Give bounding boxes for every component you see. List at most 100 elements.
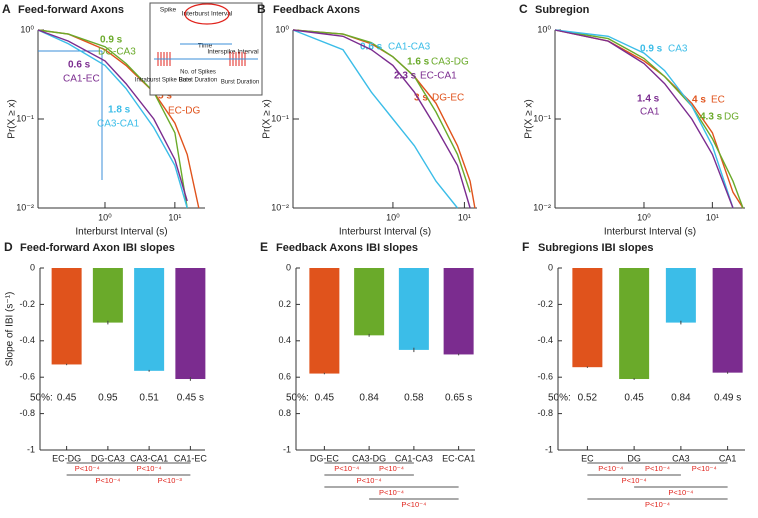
inset-box <box>149 2 263 96</box>
bar <box>572 268 603 368</box>
median-label: 0.51 <box>139 393 159 404</box>
series-label: EC-CA1 <box>420 71 457 82</box>
y-tick-label: -1 <box>545 444 553 454</box>
ccdf-line <box>554 29 734 209</box>
p-value: P<10⁻⁴ <box>645 464 670 473</box>
series-label: CA3-DG <box>431 57 469 68</box>
y-tick-label: 10⁻² <box>271 202 289 212</box>
p-value: P<10⁻⁴ <box>692 464 717 473</box>
p-value: P<10⁻⁴ <box>598 464 623 473</box>
median-label: 1.6 s <box>407 57 430 68</box>
x-tick-label: CA3 <box>672 453 690 463</box>
ccdf-line <box>37 29 188 209</box>
median-label: 1.8 s <box>108 105 131 116</box>
p-value: P<10⁻⁴ <box>622 476 647 485</box>
chart-title: Feed-forward Axon IBI slopes <box>20 242 175 254</box>
x-axis-label: Interburst Interval (s) <box>604 227 696 238</box>
median-label: 0.95 <box>98 393 118 404</box>
y-tick-label: -1 <box>283 444 291 454</box>
p-value: P<10⁻⁴ <box>95 476 120 485</box>
x-tick-label: EC <box>581 453 594 463</box>
y-tick-label: -0.4 <box>537 335 553 345</box>
y-tick-label: -0.6 <box>537 372 553 382</box>
series-label: EC-DG <box>168 106 200 117</box>
y-tick-label: 10⁻² <box>16 202 34 212</box>
x-tick-label: 10⁰ <box>637 212 651 222</box>
median-label: 4 s <box>692 95 706 106</box>
x-tick-label: DG <box>627 453 641 463</box>
panel-letter: D <box>4 240 13 254</box>
inset-label: No. of Spikes <box>180 70 216 76</box>
bar <box>134 268 165 371</box>
median-prefix: 50%: <box>548 393 571 404</box>
series-label: CA1 <box>640 107 660 118</box>
x-tick-label: DG-EC <box>310 453 340 463</box>
ccdf-line <box>554 29 734 209</box>
x-axis-label: Interburst Interval (s) <box>339 227 431 238</box>
x-tick-label: EC-DG <box>52 453 81 463</box>
y-axis-label: Pr(X ≥ x) <box>7 99 18 138</box>
median-label: 0.45 <box>624 393 644 404</box>
chart-title: Subregion <box>535 4 590 16</box>
x-axis-label: Interburst Interval (s) <box>75 227 167 238</box>
y-tick-label: 10⁻¹ <box>533 113 551 123</box>
x-tick-label: 10¹ <box>706 212 719 222</box>
y-tick-label: -0.2 <box>537 299 553 309</box>
p-value: P<10⁻⁴ <box>645 500 670 509</box>
y-tick-label: 10⁰ <box>20 24 34 34</box>
y-tick-label: 0 <box>548 262 553 272</box>
y-tick-label: 0 <box>286 262 291 272</box>
median-label: 0.65 s <box>445 393 472 404</box>
x-tick-label: CA3-CA1 <box>130 453 168 463</box>
median-label: 5 s <box>158 91 172 102</box>
chart-title: Feedback Axons <box>273 4 360 16</box>
inset-label: Burst Duration <box>179 78 217 84</box>
x-tick-label: DG-CA3 <box>91 453 125 463</box>
median-label: 0.49 s <box>714 393 741 404</box>
y-tick-label: -0.2 <box>19 299 35 309</box>
y-tick-label: -0.8 <box>19 408 35 418</box>
bar <box>443 268 474 355</box>
bar <box>398 268 429 350</box>
x-tick-label: CA1 <box>719 453 737 463</box>
series-label: DG-EC <box>432 93 464 104</box>
median-label: 0.45 s <box>177 393 204 404</box>
median-label: 0.45 <box>57 393 77 404</box>
bar <box>51 268 82 365</box>
panel-letter: B <box>257 2 266 16</box>
y-tick-label: -0.6 <box>19 372 35 382</box>
y-axis-label: Slope of IBI (s⁻¹) <box>5 292 16 367</box>
panel-letter: C <box>519 2 528 16</box>
inset-label: Time <box>198 43 213 50</box>
series-label: DG <box>724 112 739 123</box>
inset-label: Interburst Interval <box>182 11 233 18</box>
bar <box>712 268 743 373</box>
p-value: P<10⁻⁴ <box>379 464 404 473</box>
y-tick-label: 10⁻² <box>533 202 551 212</box>
p-value: P<10⁻⁴ <box>75 464 100 473</box>
p-value: P<10⁻⁴ <box>401 500 426 509</box>
bar <box>619 268 650 380</box>
median-prefix: 50%: <box>286 393 309 404</box>
median-label: 0.84 <box>359 393 379 404</box>
p-value: P<10⁻⁴ <box>137 464 162 473</box>
x-tick-label: CA1-EC <box>174 453 208 463</box>
median-label: 1.4 s <box>637 94 660 105</box>
bar <box>92 268 123 323</box>
chart-title: Feedback Axons IBI slopes <box>276 242 418 254</box>
bar <box>354 268 385 336</box>
y-tick-label: 10⁻¹ <box>271 113 289 123</box>
bar <box>309 268 340 374</box>
y-tick-label: 0 <box>30 262 35 272</box>
inset-label: Burst Duration <box>221 80 259 86</box>
series-label: CA3 <box>668 44 688 55</box>
y-tick-label: 10⁰ <box>537 24 551 34</box>
p-value: P<10⁻⁴ <box>668 488 693 497</box>
median-label: 4.3 s <box>700 112 723 123</box>
ccdf-line <box>37 29 188 202</box>
x-tick-label: 10⁰ <box>386 212 400 222</box>
median-label: 0.9 s <box>640 44 663 55</box>
ccdf-line <box>292 29 459 209</box>
p-value: P<10⁻⁴ <box>379 488 404 497</box>
